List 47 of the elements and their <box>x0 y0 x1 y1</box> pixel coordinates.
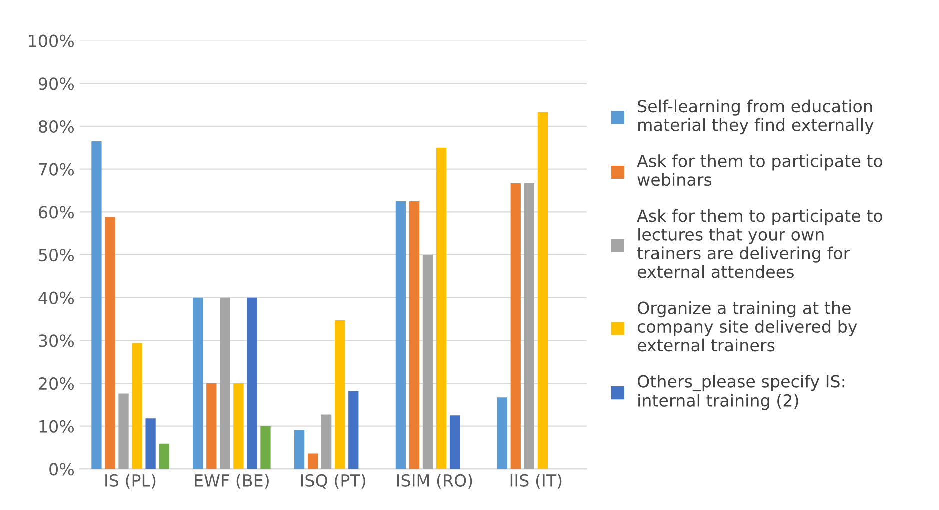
bar <box>348 391 359 470</box>
x-tick-label: IS (PL) <box>106 474 156 489</box>
y-tick-label: 100% <box>29 34 74 48</box>
bar <box>220 298 230 470</box>
bar <box>105 217 116 470</box>
bar <box>450 416 460 470</box>
y-tick-label: 50% <box>39 248 74 262</box>
x-tick-label: IIS (IT) <box>510 474 562 489</box>
legend-label: Others_please specify IS: internal training (2) <box>638 374 844 410</box>
bar <box>118 394 129 470</box>
y-tick-label: 80% <box>39 120 74 134</box>
bar <box>308 454 318 470</box>
x-tick-label: EWF (BE) <box>195 474 269 489</box>
bar <box>159 444 170 470</box>
y-tick-label: 70% <box>39 163 74 176</box>
bar <box>538 112 548 470</box>
x-tick-label: ISIM (RO) <box>397 474 472 489</box>
bar <box>247 298 258 470</box>
bar <box>322 414 332 470</box>
y-tick-label: 40% <box>38 292 74 304</box>
bar <box>234 384 244 470</box>
bar <box>436 148 447 470</box>
bar <box>396 201 406 470</box>
bar <box>294 430 305 470</box>
bar <box>524 183 534 470</box>
legend-label: Organize a training at the company site delivered by external trainers <box>638 301 858 352</box>
legend-label: Ask for them to participate to webinars <box>637 154 882 186</box>
bar <box>132 343 142 470</box>
bar <box>193 298 204 470</box>
bar <box>260 426 271 470</box>
legend-label: Self-learning from education material they find externally <box>638 100 874 135</box>
legend-label: Ask for them to participate to lectures that your own trainers are delivering for external attendees <box>637 209 882 278</box>
bar <box>409 201 420 470</box>
y-tick-label: 0% <box>50 463 74 476</box>
x-tick-label: ISQ (PT) <box>301 474 366 489</box>
y-tick-label: 10% <box>40 420 74 433</box>
y-tick-label: 30% <box>39 334 74 348</box>
bar <box>335 320 346 470</box>
bar <box>206 384 217 470</box>
bar <box>510 183 521 470</box>
bar <box>146 418 156 470</box>
bar <box>422 255 434 470</box>
bar <box>92 141 102 470</box>
y-tick-label: 90% <box>38 78 74 90</box>
bar <box>497 398 508 470</box>
y-tick-label: 60% <box>39 206 74 219</box>
y-tick-label: 20% <box>39 377 74 390</box>
